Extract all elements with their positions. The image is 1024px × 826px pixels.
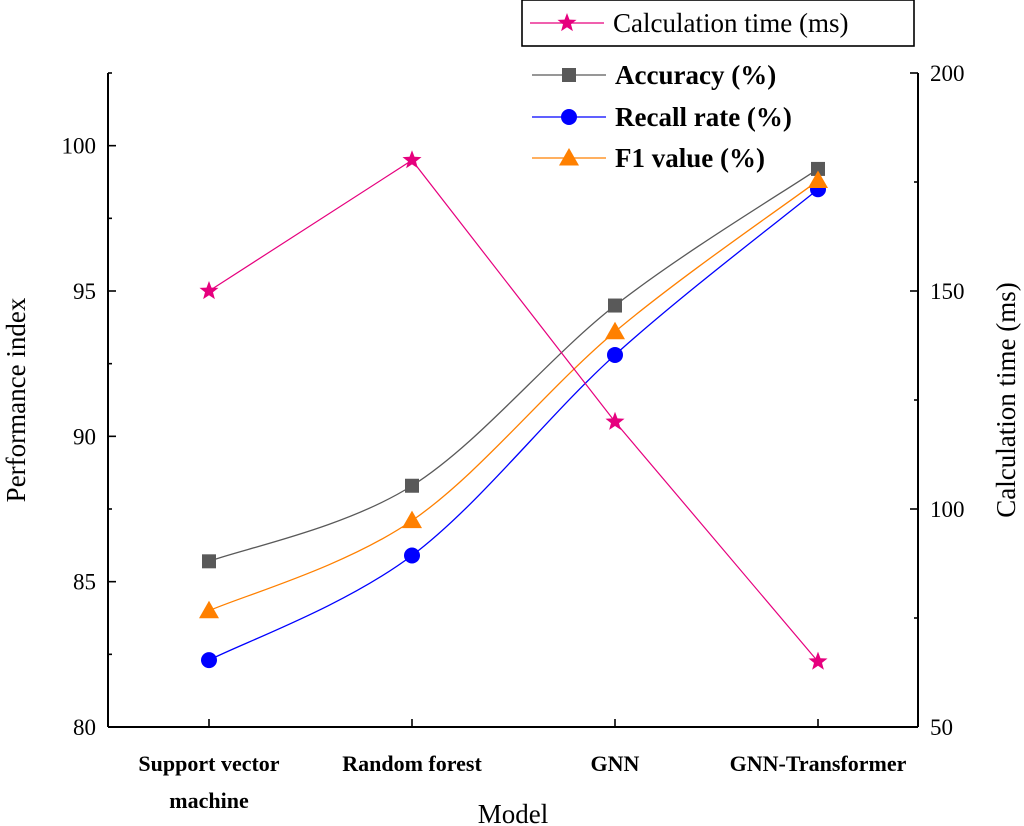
legend-label: F1 value (%) xyxy=(615,143,765,173)
square-marker xyxy=(405,478,419,493)
circle-marker xyxy=(607,346,623,363)
series-accuracy xyxy=(202,161,825,569)
y2-tick-label: 150 xyxy=(930,279,965,304)
axes: 80 85 90 95 100 50 100 150 200 Support vector mach… xyxy=(62,61,965,813)
square-marker xyxy=(811,161,825,176)
series-calculation-time-ms xyxy=(199,150,828,670)
series-layer xyxy=(199,150,828,670)
legend-label: Calculation time (ms) xyxy=(613,8,848,38)
y2-tick-label: 200 xyxy=(930,61,965,86)
triangle-marker xyxy=(559,148,579,166)
square-marker xyxy=(608,298,622,313)
y-axis-title: Performance index xyxy=(1,297,31,502)
x-tick-label: GNN xyxy=(591,751,640,776)
x-tick-label: machine xyxy=(169,788,249,813)
series-recall-rate xyxy=(201,181,826,669)
series-line xyxy=(208,159,819,662)
square-marker xyxy=(562,68,576,82)
legend-label: Accuracy (%) xyxy=(615,60,776,90)
y2-axis-title: Calculation time (ms) xyxy=(991,282,1021,517)
x-tick-label: Random forest xyxy=(342,751,482,776)
series-f1-value xyxy=(199,170,828,619)
x-axis-title: Model xyxy=(478,799,549,826)
star-marker xyxy=(808,651,828,670)
series-line xyxy=(208,168,819,562)
star-marker xyxy=(605,411,625,430)
circle-marker xyxy=(561,109,577,125)
y-tick-label: 100 xyxy=(62,134,97,159)
series-line xyxy=(208,188,819,661)
star-marker xyxy=(557,13,577,32)
series-line xyxy=(208,180,819,612)
y-tick-label: 95 xyxy=(73,279,96,304)
star-marker xyxy=(402,150,422,169)
star-marker xyxy=(199,281,219,300)
triangle-marker xyxy=(402,510,422,529)
circle-marker xyxy=(404,547,420,564)
y-tick-label: 90 xyxy=(73,424,96,449)
legend: Calculation time (ms) Accuracy (%) Recall … xyxy=(521,0,915,173)
legend-label: Recall rate (%) xyxy=(615,102,792,132)
y-tick-label: 85 xyxy=(73,570,96,595)
triangle-marker xyxy=(605,321,625,340)
triangle-marker xyxy=(199,600,219,619)
x-tick-label: Support vector xyxy=(138,751,279,776)
square-marker xyxy=(202,554,216,569)
x-tick-label: GNN-Transformer xyxy=(730,751,907,776)
y-tick-label: 80 xyxy=(73,715,96,740)
triangle-marker xyxy=(808,170,828,189)
y2-tick-label: 50 xyxy=(930,715,953,740)
y2-tick-label: 100 xyxy=(930,497,965,522)
circle-marker xyxy=(201,652,217,669)
